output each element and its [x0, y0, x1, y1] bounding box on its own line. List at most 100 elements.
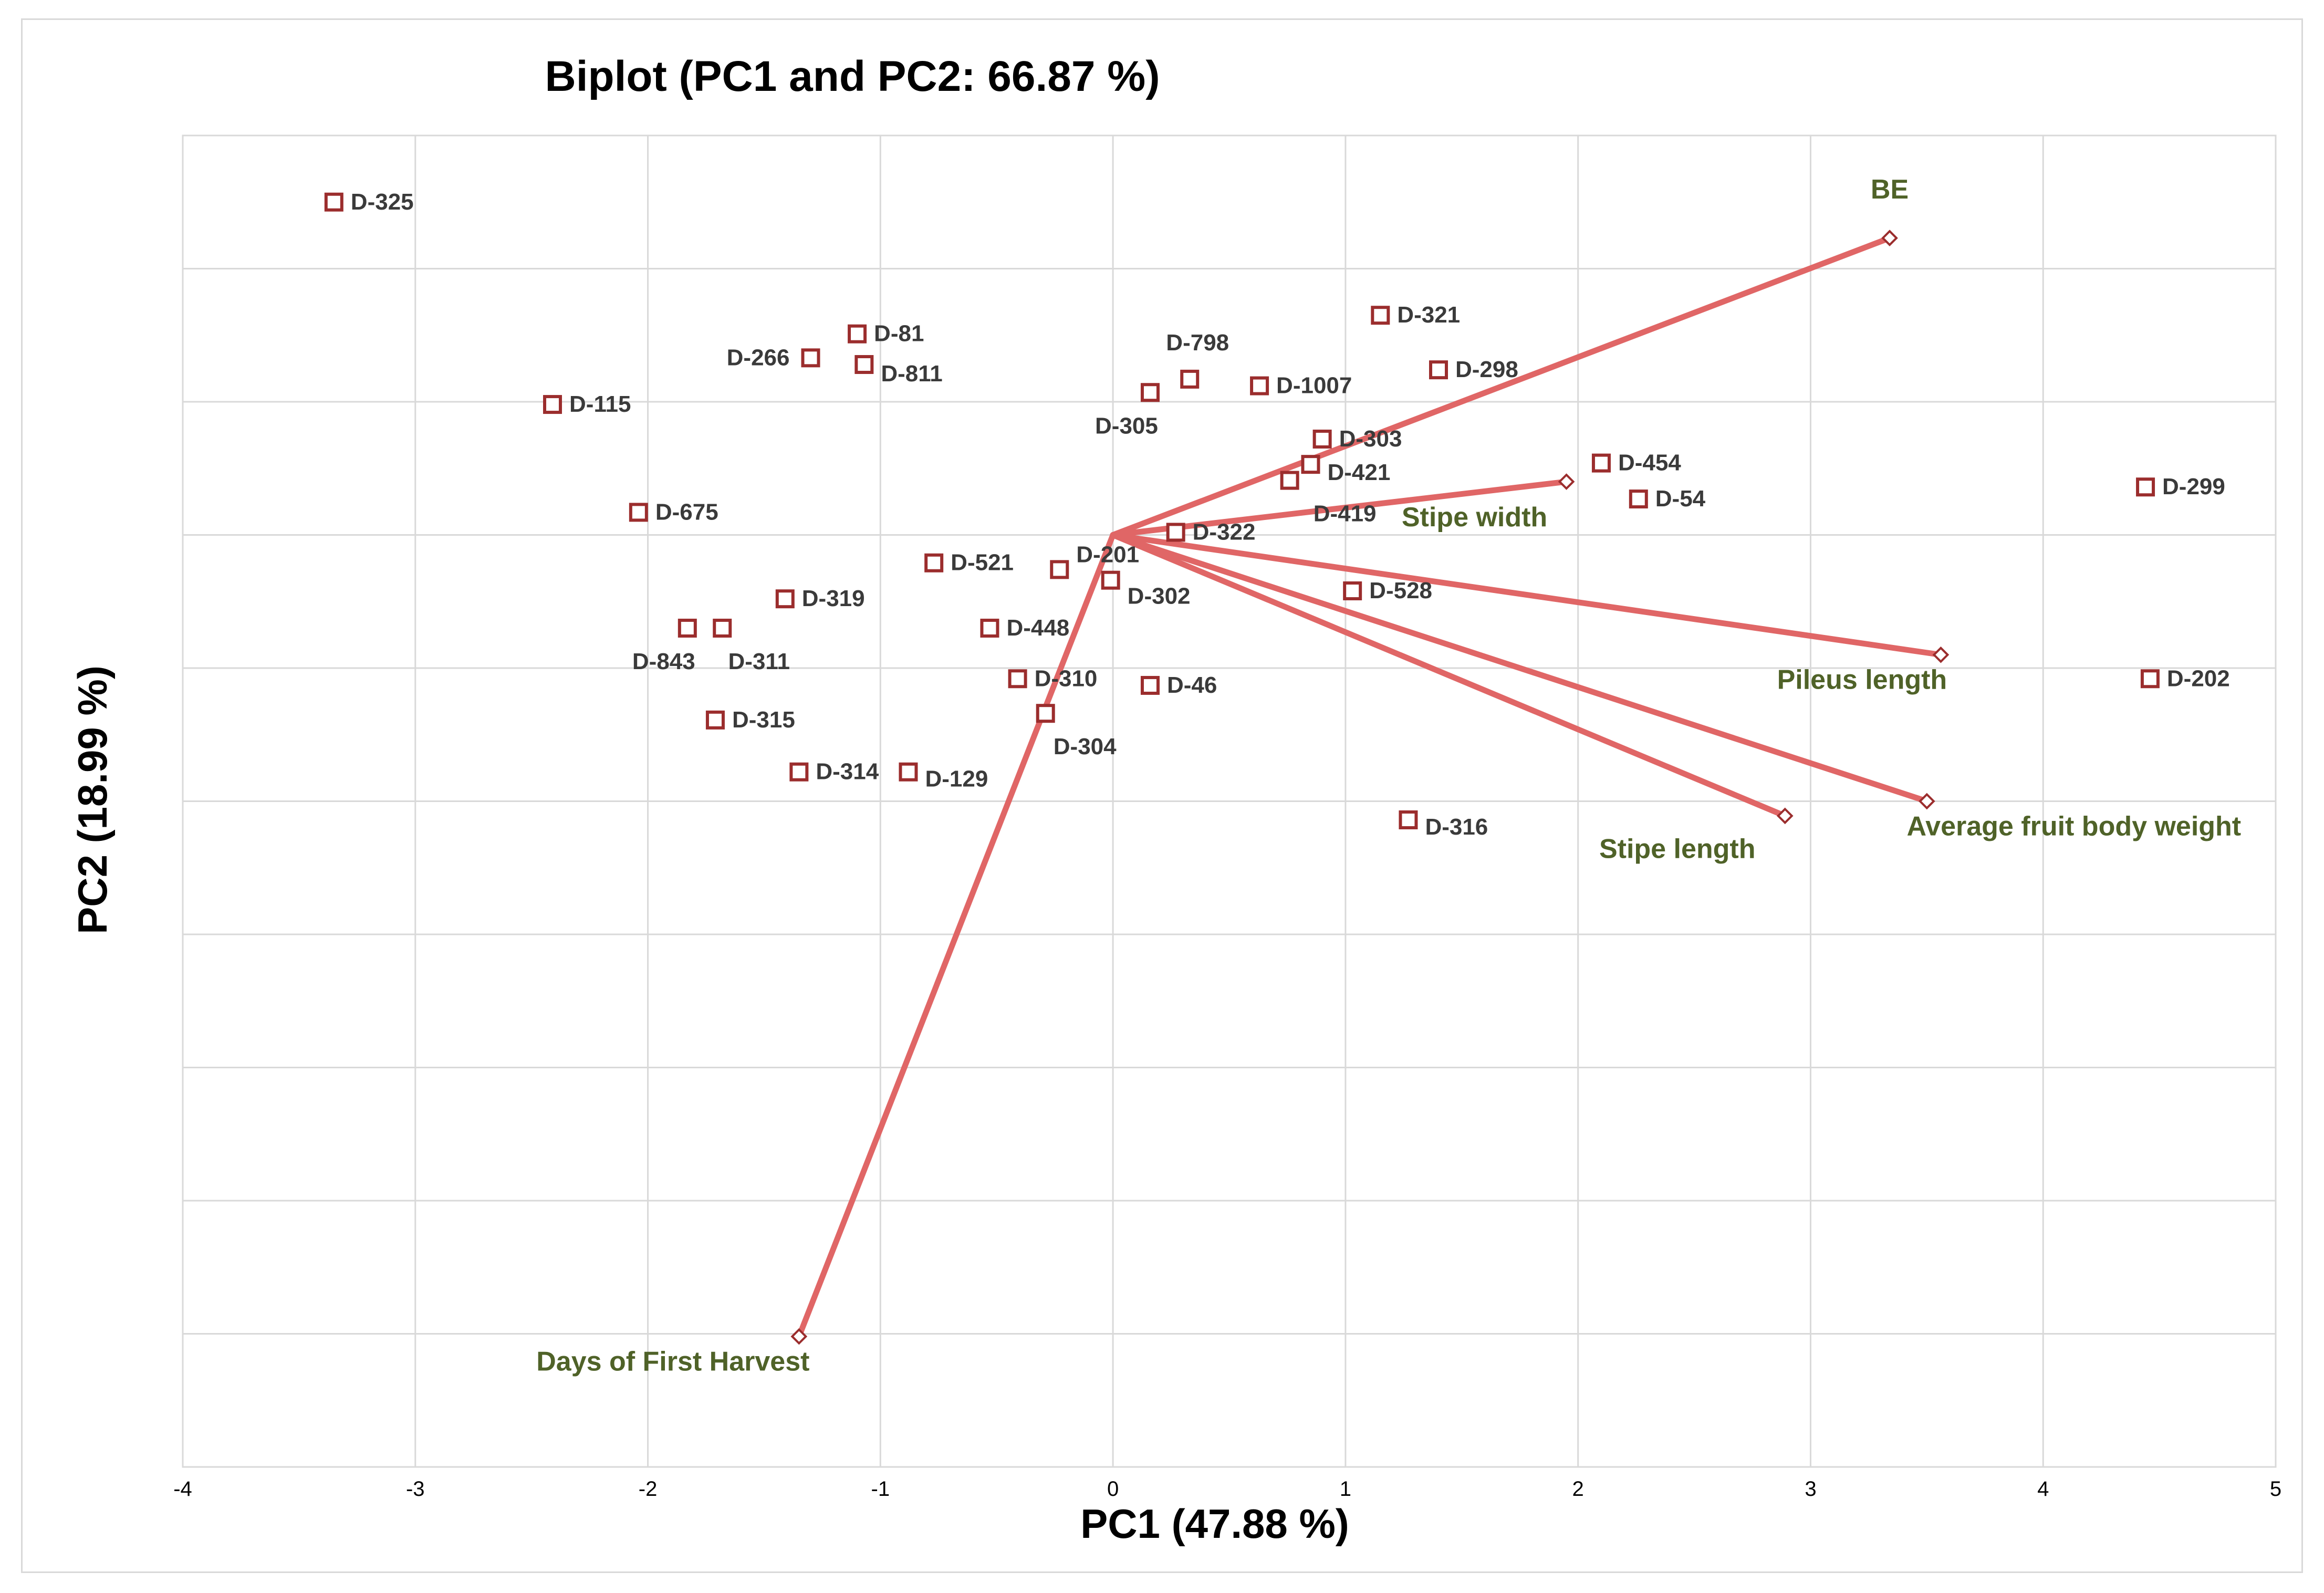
- point-label-d-129: D-129: [925, 766, 988, 792]
- point-marker-d-798: [1180, 369, 1200, 389]
- point-label-d-319: D-319: [802, 586, 865, 611]
- point-marker-d-1007: [1250, 376, 1269, 395]
- point-label-d-798: D-798: [1166, 330, 1229, 356]
- x-tick-label: -3: [406, 1477, 425, 1501]
- point-label-d-201: D-201: [1076, 542, 1139, 567]
- point-label-d-46: D-46: [1167, 672, 1217, 698]
- point-label-d-310: D-310: [1035, 665, 1098, 691]
- point-marker-d-129: [899, 762, 918, 782]
- vector-line-average-fruit-body-weight: [1110, 532, 1930, 804]
- point-marker-d-54: [1629, 490, 1648, 509]
- point-marker-d-454: [1591, 453, 1611, 473]
- point-marker-d-421: [1301, 455, 1320, 474]
- point-marker-d-266: [801, 348, 820, 368]
- point-marker-d-201: [1050, 560, 1069, 579]
- point-label-d-202: D-202: [2167, 665, 2230, 691]
- x-tick-labels: -4 -3 -2 -1 0 1 2 3 4 5: [173, 1477, 2281, 1501]
- vector-tip-be: [1881, 230, 1898, 247]
- point-marker-d-299: [2136, 477, 2155, 497]
- point-label-d-115: D-115: [569, 391, 631, 417]
- vector-tip-average-fruit-body-weight: [1919, 793, 1935, 810]
- point-marker-d-811: [854, 355, 874, 374]
- x-tick-label: -4: [173, 1477, 192, 1501]
- point-marker-d-303: [1312, 429, 1332, 449]
- gridlines: [183, 136, 2276, 1467]
- x-tick-label: -1: [871, 1477, 890, 1501]
- point-marker-d-298: [1429, 360, 1448, 380]
- x-tick-label: -2: [639, 1477, 658, 1501]
- point-marker-d-115: [543, 395, 562, 414]
- vector-label-days-of-first-harvest: Days of First Harvest: [536, 1347, 809, 1377]
- point-label-d-322: D-322: [1193, 519, 1256, 545]
- point-marker-d-322: [1166, 523, 1185, 542]
- point-label-d-298: D-298: [1455, 357, 1518, 382]
- vector-line-pileus-length: [1110, 532, 1944, 658]
- point-label-d-316: D-316: [1425, 814, 1488, 840]
- point-marker-d-675: [629, 503, 648, 522]
- point-marker-d-843: [678, 618, 697, 638]
- point-label-d-302: D-302: [1128, 584, 1191, 609]
- vector-label-stipe-width: Stipe width: [1402, 502, 1547, 533]
- vector-tip-days-of-first-harvest: [790, 1328, 808, 1345]
- vector-tip-pileus-length: [1932, 646, 1950, 663]
- point-label-d-305: D-305: [1095, 413, 1158, 439]
- loading-vectors: BE Stipe width Pileus length Stipe length Av…: [536, 174, 2241, 1377]
- point-label-d-811: D-811: [881, 361, 942, 387]
- point-label-d-304: D-304: [1054, 734, 1117, 759]
- point-label-d-54: D-54: [1655, 486, 1706, 512]
- x-tick-label: 0: [1107, 1477, 1119, 1501]
- point-marker-d-305: [1140, 383, 1160, 402]
- x-axis-title: PC1 (47.88 %): [1080, 1501, 1349, 1547]
- vector-label-be: BE: [1871, 174, 1909, 205]
- point-label-d-81: D-81: [874, 321, 924, 347]
- point-label-d-299: D-299: [2162, 474, 2225, 499]
- x-tick-label: 1: [1340, 1477, 1351, 1501]
- vector-line-stipe-width: [1110, 478, 1570, 538]
- biplot-chart: -4 -3 -2 -1 0 1 2 3 4 5 BE Stipe width Pileus lengt…: [69, 53, 2281, 1547]
- vector-label-stipe-length: Stipe length: [1599, 834, 1756, 864]
- point-label-d-311: D-311: [728, 649, 790, 674]
- point-marker-d-314: [789, 762, 809, 782]
- chart-frame: -4 -3 -2 -1 0 1 2 3 4 5 BE Stipe width Pileus lengt…: [21, 18, 2303, 1573]
- x-tick-label: 4: [2037, 1477, 2049, 1501]
- point-label-d-315: D-315: [732, 707, 795, 733]
- vector-tip-stipe-width: [1558, 473, 1575, 490]
- point-marker-d-528: [1343, 581, 1362, 600]
- point-marker-d-315: [705, 710, 725, 730]
- point-label-d-675: D-675: [655, 499, 718, 525]
- point-marker-d-521: [924, 553, 944, 572]
- vector-line-be: [1110, 235, 1893, 538]
- point-label-d-325: D-325: [351, 189, 414, 215]
- x-tick-label: 3: [1805, 1477, 1816, 1501]
- vector-line-days-of-first-harvest: [796, 532, 1116, 1340]
- point-marker-d-46: [1140, 675, 1160, 695]
- point-label-d-454: D-454: [1618, 450, 1681, 476]
- point-marker-d-325: [324, 192, 343, 212]
- y-axis-title: PC2 (18.99 %): [69, 665, 116, 934]
- x-tick-label: 5: [2270, 1477, 2281, 1501]
- point-marker-d-81: [848, 324, 867, 343]
- point-label-d-419: D-419: [1314, 501, 1377, 527]
- point-label-d-314: D-314: [816, 759, 879, 785]
- point-label-d-448: D-448: [1006, 615, 1069, 641]
- point-marker-d-419: [1280, 471, 1299, 490]
- x-tick-label: 2: [1572, 1477, 1584, 1501]
- point-marker-d-448: [980, 618, 999, 638]
- point-label-d-843: D-843: [632, 649, 695, 674]
- point-marker-d-316: [1399, 810, 1418, 829]
- score-points: D-325 D-115 D-266 D-81 D-811 D-675 D-319 D-843 D…: [324, 189, 2230, 840]
- point-label-d-266: D-266: [727, 345, 790, 370]
- point-marker-d-310: [1008, 669, 1027, 689]
- point-label-d-528: D-528: [1369, 578, 1432, 603]
- point-marker-d-321: [1371, 306, 1390, 325]
- point-marker-d-202: [2140, 669, 2160, 689]
- point-label-d-521: D-521: [951, 550, 1014, 576]
- point-label-d-321: D-321: [1397, 302, 1460, 328]
- point-label-d-303: D-303: [1339, 426, 1402, 452]
- vector-label-pileus-length: Pileus length: [1777, 665, 1947, 695]
- vector-tip-stipe-length: [1776, 807, 1794, 825]
- point-marker-d-319: [775, 589, 795, 609]
- vector-line-stipe-length: [1110, 532, 1788, 819]
- chart-title: Biplot (PC1 and PC2: 66.87 %): [545, 53, 1160, 100]
- point-label-d-1007: D-1007: [1276, 373, 1352, 399]
